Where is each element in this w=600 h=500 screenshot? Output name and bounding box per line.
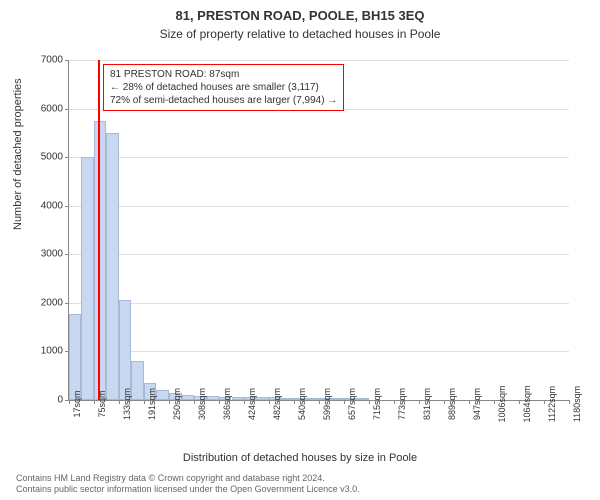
- ytick-label: 5000: [23, 152, 63, 163]
- histogram-bar: [306, 398, 319, 400]
- chart-area: 0100020003000400050006000700017sqm75sqm1…: [68, 60, 568, 400]
- plot: 0100020003000400050006000700017sqm75sqm1…: [68, 60, 569, 401]
- xtick-mark: [469, 400, 470, 404]
- xtick-label: 1006sqm: [497, 385, 507, 422]
- xtick-label: 1180sqm: [572, 386, 582, 422]
- xtick-label: 889sqm: [447, 388, 457, 420]
- gridline: [69, 303, 569, 304]
- xtick-mark: [269, 400, 270, 404]
- footer: Contains HM Land Registry data © Crown c…: [16, 473, 360, 496]
- gridline: [69, 254, 569, 255]
- histogram-bar: [69, 314, 81, 400]
- xtick-label: 133sqm: [122, 388, 132, 420]
- gridline: [69, 157, 569, 158]
- xtick-label: 715sqm: [372, 388, 382, 420]
- ytick-label: 6000: [23, 103, 63, 114]
- xtick-mark: [319, 400, 320, 404]
- xtick-label: 424sqm: [247, 388, 257, 420]
- histogram-bar: [81, 157, 93, 400]
- xtick-label: 17sqm: [72, 390, 82, 417]
- xtick-mark: [544, 400, 545, 404]
- ytick-mark: [65, 60, 69, 61]
- xtick-mark: [69, 400, 70, 404]
- annotation-line3: 72% of semi-detached houses are larger (…: [110, 94, 337, 107]
- xtick-mark: [119, 400, 120, 404]
- histogram-bar: [106, 133, 118, 400]
- xtick-mark: [569, 400, 570, 404]
- histogram-bar: [281, 398, 293, 400]
- annotation-line2: ← 28% of detached houses are smaller (3,…: [110, 81, 337, 94]
- xtick-mark: [294, 400, 295, 404]
- xtick-mark: [194, 400, 195, 404]
- title-main: 81, PRESTON ROAD, POOLE, BH15 3EQ: [0, 0, 600, 23]
- xtick-mark: [444, 400, 445, 404]
- xtick-mark: [494, 400, 495, 404]
- ytick-mark: [65, 254, 69, 255]
- ytick-label: 2000: [23, 297, 63, 308]
- ytick-label: 7000: [23, 55, 63, 66]
- annotation-box: 81 PRESTON ROAD: 87sqm ← 28% of detached…: [103, 64, 344, 111]
- xtick-label: 366sqm: [222, 388, 232, 420]
- xtick-mark: [94, 400, 95, 404]
- footer-line1: Contains HM Land Registry data © Crown c…: [16, 473, 360, 485]
- ytick-label: 3000: [23, 249, 63, 260]
- gridline: [69, 60, 569, 61]
- xtick-label: 773sqm: [397, 388, 407, 420]
- xtick-label: 1064sqm: [522, 385, 532, 422]
- histogram-bar: [131, 361, 143, 400]
- histogram-bar: [207, 396, 219, 400]
- histogram-bar: [357, 398, 369, 400]
- xtick-mark: [219, 400, 220, 404]
- xtick-mark: [169, 400, 170, 404]
- annotation-line1: 81 PRESTON ROAD: 87sqm: [110, 68, 337, 81]
- xtick-label: 657sqm: [347, 388, 357, 420]
- ytick-label: 1000: [23, 346, 63, 357]
- ytick-mark: [65, 157, 69, 158]
- xtick-label: 540sqm: [297, 388, 307, 420]
- histogram-bar: [256, 397, 268, 400]
- gridline: [69, 206, 569, 207]
- xtick-label: 831sqm: [422, 388, 432, 420]
- xtick-mark: [244, 400, 245, 404]
- xtick-label: 75sqm: [97, 390, 107, 417]
- gridline: [69, 351, 569, 352]
- xtick-mark: [369, 400, 370, 404]
- xtick-label: 599sqm: [322, 388, 332, 420]
- xtick-label: 308sqm: [197, 388, 207, 420]
- xtick-label: 1122sqm: [547, 386, 557, 422]
- ytick-label: 0: [23, 395, 63, 406]
- xtick-mark: [144, 400, 145, 404]
- ytick-mark: [65, 109, 69, 110]
- ytick-mark: [65, 206, 69, 207]
- histogram-bar: [232, 397, 244, 400]
- histogram-bar: [156, 390, 169, 400]
- xtick-label: 947sqm: [472, 388, 482, 420]
- xtick-label: 191sqm: [147, 388, 157, 420]
- footer-line2: Contains public sector information licen…: [16, 484, 360, 496]
- ytick-mark: [65, 303, 69, 304]
- histogram-bar: [182, 395, 194, 400]
- histogram-bar: [332, 398, 344, 400]
- highlight-line: [98, 60, 100, 400]
- xtick-mark: [344, 400, 345, 404]
- title-sub: Size of property relative to detached ho…: [0, 23, 600, 41]
- xtick-mark: [394, 400, 395, 404]
- xtick-mark: [419, 400, 420, 404]
- xtick-label: 250sqm: [172, 388, 182, 420]
- histogram-bar: [119, 300, 131, 400]
- xtick-mark: [519, 400, 520, 404]
- ytick-label: 4000: [23, 200, 63, 211]
- histogram-bar: [94, 121, 106, 400]
- x-axis-label: Distribution of detached houses by size …: [0, 452, 600, 464]
- xtick-label: 482sqm: [272, 388, 282, 420]
